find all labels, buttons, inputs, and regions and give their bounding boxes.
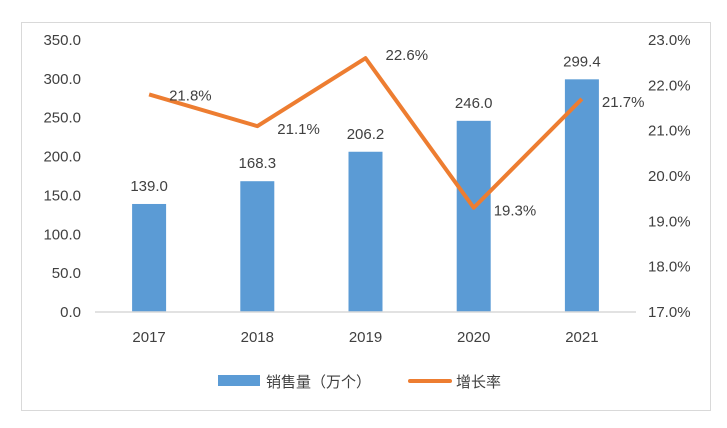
right-axis-tick-label: 22.0% — [648, 77, 691, 94]
line-data-label: 21.8% — [169, 87, 212, 104]
left-axis-tick-label: 250.0 — [43, 110, 81, 127]
right-axis-tick-label: 17.0% — [648, 304, 691, 321]
right-axis-tick-label: 21.0% — [648, 123, 691, 140]
left-axis-tick-label: 50.0 — [52, 265, 81, 282]
right-axis-tick-label: 19.0% — [648, 213, 691, 230]
line-data-label: 21.7% — [602, 94, 645, 111]
x-axis-tick-label: 2021 — [565, 329, 598, 346]
legend-label: 增长率 — [456, 374, 501, 391]
bar — [348, 151, 383, 312]
legend-label: 销售量（万个） — [266, 374, 371, 391]
line-data-label: 19.3% — [494, 203, 537, 220]
right-axis-tick-label: 20.0% — [648, 168, 691, 185]
x-axis-tick-label: 2017 — [132, 329, 165, 346]
right-axis-tick-label: 18.0% — [648, 259, 691, 276]
bar-data-label: 299.4 — [563, 53, 601, 70]
bar-data-label: 246.0 — [455, 95, 493, 112]
left-axis-tick-label: 300.0 — [43, 71, 81, 88]
line-data-label: 21.1% — [277, 121, 320, 138]
bar-data-label: 206.2 — [347, 126, 385, 143]
bar — [564, 79, 599, 312]
line-data-label: 22.6% — [386, 47, 429, 64]
legend-swatch-bar — [218, 375, 260, 386]
bar-data-label: 168.3 — [239, 155, 277, 172]
left-axis-tick-label: 0.0 — [60, 304, 81, 321]
left-axis-tick-label: 150.0 — [43, 187, 81, 204]
x-axis-tick-label: 2020 — [457, 329, 490, 346]
left-axis-tick-label: 200.0 — [43, 149, 81, 166]
chart-frame — [21, 22, 711, 411]
right-axis-tick-label: 23.0% — [648, 32, 691, 49]
x-axis-tick-label: 2018 — [241, 329, 274, 346]
left-axis-tick-label: 100.0 — [43, 226, 81, 243]
bar — [240, 181, 275, 312]
bar-data-label: 139.0 — [130, 178, 168, 195]
bar — [456, 120, 491, 312]
left-axis-tick-label: 350.0 — [43, 32, 81, 49]
bar — [132, 203, 167, 312]
x-axis-tick-label: 2019 — [349, 329, 382, 346]
